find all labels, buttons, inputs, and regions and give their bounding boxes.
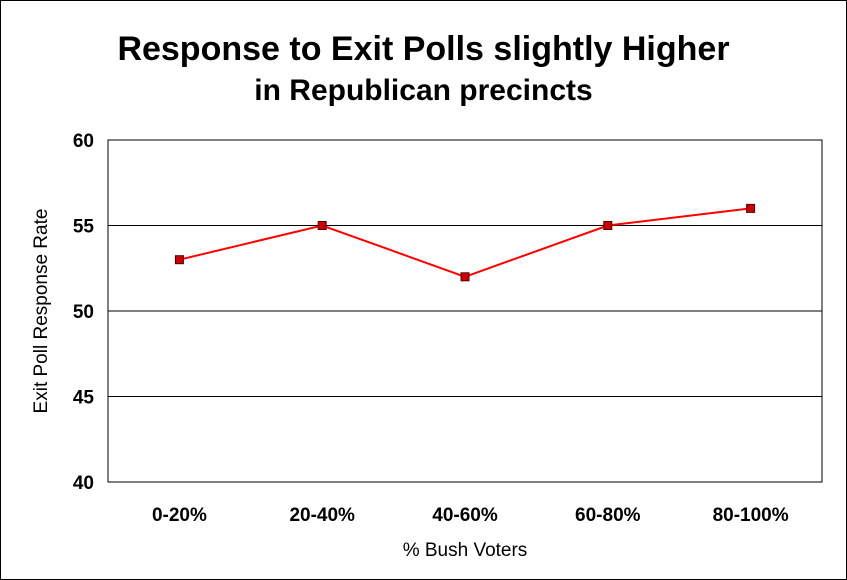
- y-axis-label: Exit Poll Response Rate: [31, 209, 52, 414]
- x-tick-label: 0-20%: [152, 505, 207, 526]
- y-tick-label: 50: [73, 302, 94, 323]
- data-point: [603, 221, 613, 230]
- x-axis-label: % Bush Voters: [403, 540, 528, 561]
- x-tick-label: 60-80%: [575, 505, 641, 526]
- data-point: [746, 203, 756, 213]
- y-tick-label: 55: [73, 217, 95, 238]
- chart-title: Response to Exit Polls slightly Higher: [117, 30, 730, 68]
- x-tick-label: 20-40%: [289, 505, 355, 526]
- data-point: [317, 221, 327, 230]
- data-point: [174, 255, 184, 265]
- y-tick-label: 40: [73, 473, 94, 494]
- x-tick-label: 40-60%: [432, 505, 498, 526]
- chart-subtitle: in Republican precincts: [254, 74, 593, 107]
- data-point: [460, 272, 470, 282]
- y-tick-label: 60: [73, 131, 94, 152]
- x-tick-label: 80-100%: [713, 505, 789, 526]
- y-tick-label: 45: [73, 388, 95, 409]
